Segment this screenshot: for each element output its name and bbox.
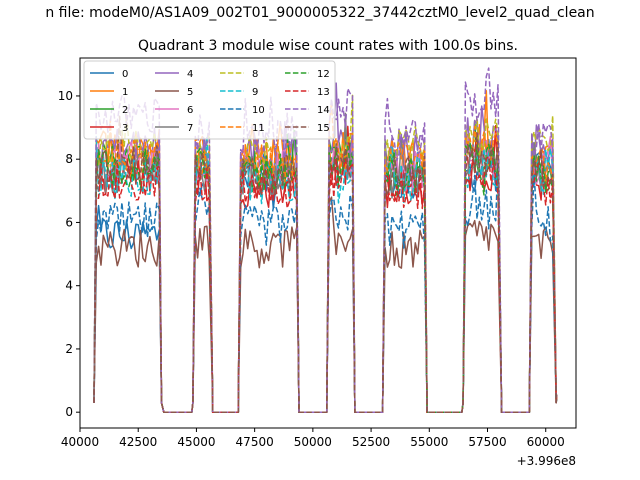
legend-label: 14 (317, 105, 330, 116)
legend-entry: 7 (155, 123, 193, 134)
x-tick-label: 45000 (177, 435, 215, 449)
y-tick-label: 2 (65, 342, 73, 356)
x-tick-label: 42500 (119, 435, 157, 449)
x-tick-label: 55000 (410, 435, 448, 449)
series-line-15 (93, 115, 558, 413)
x-tick-label: 60000 (527, 435, 565, 449)
x-tick-label: 52500 (352, 435, 390, 449)
legend-entry: 3 (90, 123, 128, 134)
legend-label: 8 (252, 69, 258, 80)
legend-label: 15 (317, 123, 330, 134)
legend-entry: 0 (90, 69, 128, 80)
legend-label: 6 (187, 105, 193, 116)
legend-entry: 12 (285, 69, 330, 80)
legend-label: 9 (252, 87, 258, 98)
plot-frame (79, 57, 577, 429)
legend-label: 0 (122, 69, 128, 80)
legend-label: 10 (252, 105, 265, 116)
legend-entry: 13 (285, 87, 330, 98)
legend-label: 13 (317, 87, 330, 98)
legend-entry: 9 (220, 87, 258, 98)
legend-label: 12 (317, 69, 330, 80)
legend-entry: 1 (90, 87, 128, 98)
x-tick-label: 47500 (236, 435, 274, 449)
legend-entry: 15 (285, 123, 330, 134)
x-tick-label: 40000 (61, 435, 99, 449)
y-tick-label: 6 (65, 215, 73, 229)
x-tick-label: 57500 (468, 435, 506, 449)
chart-title: Quadrant 3 module wise count rates with … (138, 38, 518, 54)
y-tick-label: 0 (65, 405, 73, 419)
legend-entry: 14 (285, 105, 330, 116)
y-axis: 0 2 4 6 8 10 (58, 89, 80, 419)
legend-label: 3 (122, 123, 128, 134)
legend-label: 2 (122, 105, 128, 116)
legend-label: 1 (122, 87, 128, 98)
x-axis: 40000 42500 45000 47500 50000 52500 55000 57500… (61, 428, 565, 449)
series-line-13 (93, 151, 558, 413)
legend-entry: 11 (220, 123, 265, 134)
legend-entry: 4 (155, 69, 193, 80)
legend-entry: 6 (155, 105, 193, 116)
legend-entry: 5 (155, 87, 193, 98)
legend-label: 4 (187, 69, 193, 80)
legend-entry: 8 (220, 69, 258, 80)
y-tick-label: 4 (65, 279, 73, 293)
x-axis-offset-label: +3.996e8 (517, 454, 576, 468)
legend-entry: 10 (220, 105, 265, 116)
x-tick-label: 50000 (294, 435, 332, 449)
legend-label: 5 (187, 87, 193, 98)
y-tick-label: 10 (58, 89, 73, 103)
figure-suptitle: n file: modeM0/AS1A09_002T01_9000005322_… (45, 5, 594, 21)
legend-label: 11 (252, 123, 265, 134)
legend-label: 7 (187, 123, 193, 134)
y-tick-label: 8 (65, 152, 73, 166)
legend-box (83, 60, 336, 140)
legend-entry: 2 (90, 105, 128, 116)
